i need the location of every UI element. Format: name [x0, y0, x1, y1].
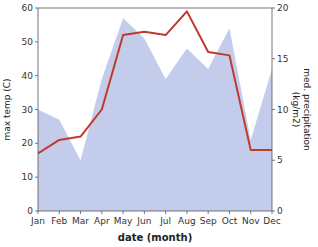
x-tick-label: Mar [72, 216, 89, 226]
axes: 0 10 20 30 40 50 60 0 5 10 15 20 Jan Feb Mar Apr MayJun J… [22, 3, 289, 226]
x-tick-label: Oct [222, 216, 238, 226]
y-tick [35, 8, 38, 9]
y-tick [35, 109, 38, 110]
y-tick-label: 0 [27, 206, 33, 216]
y-tick-label: 20 [22, 138, 34, 148]
x-tick-label: May [114, 216, 133, 226]
x-tick-label: Aug [178, 216, 196, 226]
x-tick [165, 211, 166, 214]
x-tick-label: Nov [242, 216, 260, 226]
precipitation-area [38, 18, 272, 211]
x-tick [101, 211, 102, 214]
x-tick [59, 211, 60, 214]
y2-axis-label-line: med. precipitation [302, 68, 312, 150]
y-tick-label: 60 [22, 3, 34, 13]
y-tick-label: 50 [22, 37, 34, 47]
x-tick-label: Dec [263, 216, 280, 226]
y2-tick-label: 15 [277, 54, 288, 64]
x-tick-label: Jan [30, 216, 45, 226]
plot-data [38, 11, 272, 211]
y2-tick [272, 211, 275, 212]
y2-tick [272, 58, 275, 59]
y2-tick [272, 160, 275, 161]
y2-tick-label: 20 [277, 3, 289, 13]
y2-axis-label-line: (kg/m2) [291, 92, 301, 127]
x-tick [123, 211, 124, 214]
x-tick-label: Apr [94, 216, 110, 226]
plot-frame [38, 8, 272, 211]
chart: 0 10 20 30 40 50 60 0 5 10 15 20 Jan Feb Mar Apr MayJun J… [0, 0, 318, 247]
y-axis-label: max temp (C) [2, 78, 12, 140]
x-tick [272, 211, 273, 214]
y2-tick-label: 10 [277, 105, 289, 115]
y-tick [35, 75, 38, 76]
x-tick-label: Sep [200, 216, 217, 226]
y2-tick-label: 5 [277, 155, 283, 165]
y2-tick [272, 8, 275, 9]
x-tick-label: Jul [159, 216, 171, 226]
x-tick [229, 211, 230, 214]
x-tick [144, 211, 145, 214]
y-tick-label: 30 [22, 105, 34, 115]
y-tick [35, 143, 38, 144]
y2-tick [272, 109, 275, 110]
x-tick-label: Feb [51, 216, 67, 226]
x-tick [38, 211, 39, 214]
x-tick [250, 211, 251, 214]
y-tick-label: 40 [22, 71, 34, 81]
y-tick [35, 41, 38, 42]
x-tick [80, 211, 81, 214]
x-tick [208, 211, 209, 214]
temperature-line [38, 11, 272, 153]
y2-tick-label: 0 [277, 206, 283, 216]
x-axis-label: date (month) [118, 232, 192, 243]
y-tick [35, 211, 38, 212]
y-tick [35, 177, 38, 178]
y-tick-label: 10 [22, 172, 34, 182]
x-tick-label: Jun [136, 216, 151, 226]
x-tick [186, 211, 187, 214]
y2-axis-label: med. precipitation(kg/m2) [291, 68, 312, 150]
